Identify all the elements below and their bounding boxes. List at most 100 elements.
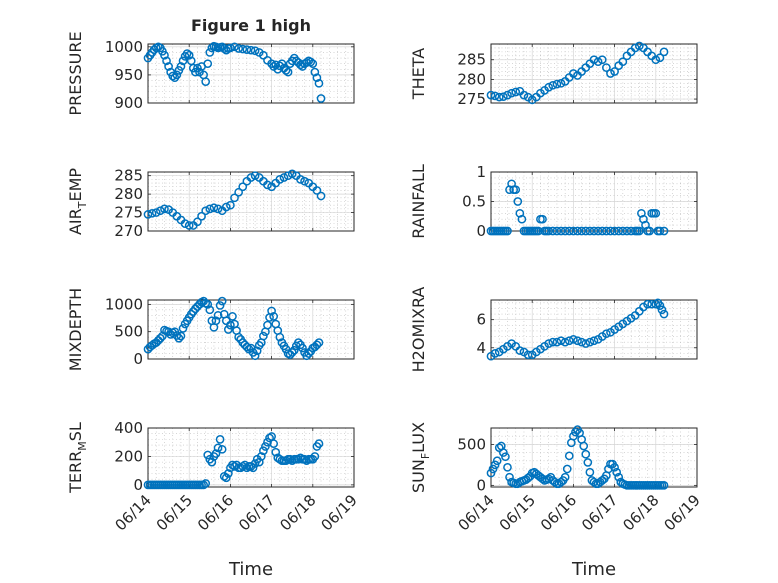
- x-tick-label: 06/17: [578, 491, 621, 534]
- data-point: [201, 206, 211, 216]
- data-point: [544, 339, 554, 348]
- data-point: [238, 462, 248, 471]
- data-point: [201, 479, 211, 488]
- data-point: [583, 458, 593, 467]
- data-point: [269, 312, 279, 321]
- data-point: [238, 44, 248, 54]
- data-point: [281, 66, 291, 75]
- data-point: [571, 427, 580, 437]
- data-point: [234, 332, 243, 342]
- data-point: [300, 176, 309, 186]
- y-tick-label: 1000: [105, 295, 143, 313]
- data-point: [548, 337, 558, 347]
- data-point: [285, 454, 295, 464]
- data-point: [217, 444, 227, 454]
- data-point: [275, 332, 285, 342]
- data-point: [610, 462, 619, 472]
- data-point: [182, 49, 192, 58]
- data-point: [174, 333, 184, 343]
- data-point: [172, 70, 182, 80]
- data-point: [263, 180, 272, 190]
- data-point: [589, 55, 599, 65]
- data-point: [573, 336, 582, 346]
- data-point: [271, 447, 281, 457]
- data-point: [577, 337, 586, 347]
- data-point: [581, 339, 591, 348]
- axes-frame: [490, 43, 698, 104]
- data-point: [230, 42, 239, 52]
- data-point: [261, 442, 270, 451]
- data-point: [234, 44, 243, 53]
- y-axis-label: RAINFALL: [409, 164, 428, 239]
- data-point: [234, 187, 243, 197]
- data-point: [168, 71, 178, 81]
- y-tick-label: 275: [114, 204, 143, 222]
- x-tick-label: 06/18: [276, 491, 319, 534]
- data-point: [519, 90, 529, 100]
- data-point: [312, 186, 322, 195]
- data-point: [659, 226, 669, 236]
- data-point: [490, 349, 500, 358]
- data-point: [193, 217, 202, 227]
- x-tick-label: 06/15: [153, 491, 196, 534]
- data-point: [211, 449, 221, 458]
- data-point: [552, 337, 562, 347]
- data-point: [589, 226, 599, 236]
- data-point: [151, 208, 161, 217]
- data-point: [534, 226, 543, 236]
- data-point: [501, 452, 510, 462]
- data-point: [515, 346, 525, 355]
- data-point: [143, 210, 153, 219]
- data-point: [564, 451, 574, 461]
- axes-background: [147, 427, 355, 488]
- data-point: [242, 342, 252, 352]
- data-point: [602, 226, 611, 236]
- y-tick-label: 1: [476, 163, 486, 181]
- data-point: [180, 219, 190, 228]
- data-point: [538, 474, 547, 484]
- data-point: [283, 171, 293, 181]
- data-point: [275, 454, 285, 464]
- y-axis-label: MIXDEPTH: [66, 288, 85, 371]
- data-point: [246, 173, 256, 182]
- xlabel-left: Time: [228, 559, 273, 580]
- data-point: [503, 462, 512, 472]
- data-point: [296, 175, 305, 184]
- data-point: [597, 55, 607, 65]
- data-point: [548, 80, 558, 90]
- data-point: [550, 477, 560, 487]
- data-point: [310, 67, 320, 77]
- data-point: [490, 91, 500, 101]
- data-point: [205, 204, 215, 214]
- data-point: [659, 481, 669, 490]
- data-point: [310, 452, 320, 461]
- data-point: [250, 351, 260, 361]
- data-point: [217, 296, 227, 306]
- data-point: [294, 454, 303, 464]
- data-point: [581, 226, 591, 236]
- data-point: [287, 348, 297, 357]
- data-point: [597, 226, 607, 236]
- data-point: [230, 462, 239, 471]
- x-tick-label: 06/17: [235, 491, 278, 534]
- data-point: [602, 329, 611, 339]
- data-point: [589, 336, 599, 346]
- data-point: [316, 94, 326, 103]
- data-point: [556, 78, 566, 88]
- data-point: [585, 226, 595, 236]
- data-point: [499, 92, 508, 102]
- data-point: [164, 62, 173, 71]
- data-point: [252, 346, 262, 356]
- data-point: [312, 73, 322, 83]
- data-point: [176, 62, 186, 71]
- data-point: [585, 337, 595, 347]
- data-point: [213, 310, 223, 320]
- data-point: [490, 460, 500, 470]
- y-axis-label: SUNFLUX: [409, 422, 432, 493]
- subplot-rainfall: 0 0.5 1 RAINFALL: [409, 163, 698, 240]
- data-point: [259, 446, 268, 456]
